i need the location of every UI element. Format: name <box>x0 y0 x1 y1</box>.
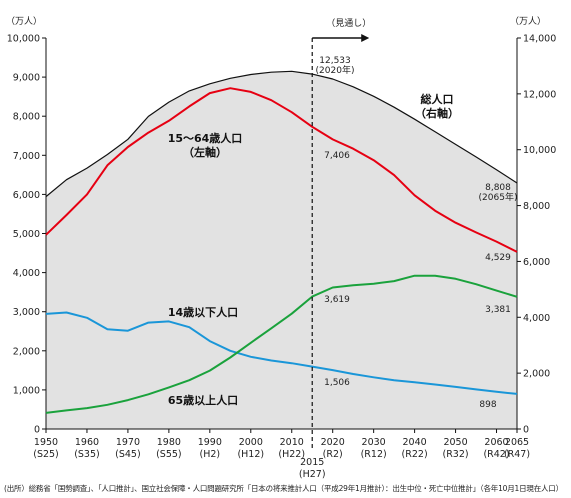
right-tick-label: 2,000 <box>523 369 550 380</box>
x-tick-label: 1960 <box>75 437 99 448</box>
x-tick-era-label: (R32) <box>443 449 469 460</box>
right-tick-label: 12,000 <box>523 89 556 100</box>
data-label: (2065年) <box>479 191 518 203</box>
x-tick-era-label: (H12) <box>237 449 264 460</box>
marker-2015-label: 2015 <box>300 457 324 468</box>
right-tick-label: 0 <box>523 425 529 436</box>
total-population-fill <box>46 71 517 430</box>
data-label: 3,619 <box>324 295 350 305</box>
left-axis-unit: （万人） <box>6 16 42 27</box>
series-name-label: 15～64歳人口 <box>168 131 243 145</box>
x-tick-era-label: (R12) <box>361 449 387 460</box>
x-tick-label: 2020 <box>321 437 345 448</box>
x-tick-era-label: (S35) <box>74 449 100 460</box>
left-tick-label: 7,000 <box>13 151 40 162</box>
data-label: (2020年) <box>316 64 355 76</box>
x-tick-era-label: (R2) <box>323 449 343 460</box>
right-tick-label: 14,000 <box>523 34 556 45</box>
right-tick-label: 10,000 <box>523 145 556 156</box>
series-line <box>45 87 518 253</box>
data-label: 12,533 <box>319 56 351 66</box>
x-tick-label: 1970 <box>116 437 140 448</box>
right-tick-label: 8,000 <box>523 201 550 212</box>
x-tick-era-label: (S55) <box>156 449 182 460</box>
left-tick-label: 5,000 <box>13 229 40 240</box>
left-tick-label: 0 <box>34 425 40 436</box>
data-label: 3,381 <box>485 305 511 315</box>
left-tick-label: 6,000 <box>13 190 40 201</box>
chart-labels: 総人口（右軸）15～64歳人口（左軸）14歳以下人口65歳以上人口12,533(… <box>168 56 518 410</box>
axes: 0 1,000 2,000 3,000 4,000 5,000 6,000 7,000 8,00… <box>6 16 556 460</box>
x-tick-label: 2060 <box>484 437 508 448</box>
data-label: 1,506 <box>324 378 350 388</box>
source-note: (出所）総務省「国勢調査」、「人口推計」、国立社会保障・人口問題研究所「日本の将… <box>4 484 563 493</box>
total-population-area <box>46 71 517 430</box>
right-axis-unit: （万人） <box>510 16 546 27</box>
series-line <box>45 311 518 395</box>
x-tick-era-label: (R42) <box>483 449 509 460</box>
left-tick-label: 1,000 <box>13 385 40 396</box>
left-tick-label: 10,000 <box>7 34 40 45</box>
series-lines <box>45 70 518 414</box>
x-tick-label: 1950 <box>34 437 58 448</box>
marker-2015-era-label: (H27) <box>299 469 326 480</box>
data-label: 4,529 <box>485 253 511 263</box>
projection-label: （見通し） <box>326 18 371 29</box>
right-tick-label: 4,000 <box>523 313 550 324</box>
right-tick-label: 6,000 <box>523 257 550 268</box>
left-tick-label: 8,000 <box>13 112 40 123</box>
data-label: 7,406 <box>324 151 350 161</box>
left-tick-label: 3,000 <box>13 307 40 318</box>
x-tick-label: 1990 <box>198 437 222 448</box>
series-line <box>45 274 518 414</box>
series-name-label: （右軸） <box>415 106 459 120</box>
x-tick-era-label: (H22) <box>278 449 305 460</box>
x-tick-label: 1980 <box>157 437 181 448</box>
series-line <box>45 70 518 198</box>
series-name-label: 総人口 <box>421 92 454 106</box>
x-tick-label: 2030 <box>362 437 386 448</box>
x-tick-label: 2065 <box>505 437 529 448</box>
x-tick-label: 2000 <box>239 437 263 448</box>
series-name-label: 14歳以下人口 <box>168 305 238 319</box>
series-name-label: （左軸） <box>183 145 227 159</box>
x-tick-era-label: (R22) <box>402 449 428 460</box>
left-tick-label: 9,000 <box>13 73 40 84</box>
x-tick-label: 2010 <box>280 437 304 448</box>
x-tick-label: 2040 <box>403 437 427 448</box>
left-tick-label: 4,000 <box>13 268 40 279</box>
x-tick-label: 2050 <box>443 437 467 448</box>
x-tick-era-label: (S25) <box>33 449 59 460</box>
series-name-label: 65歳以上人口 <box>168 393 238 407</box>
x-tick-era-label: (S45) <box>115 449 141 460</box>
projection-marker: （見通し） 2015(H27) <box>299 18 371 480</box>
left-tick-label: 2,000 <box>13 346 40 357</box>
x-tick-era-label: (H2) <box>200 449 221 460</box>
data-label: 8,808 <box>485 183 511 193</box>
x-tick-era-label: (R47) <box>504 449 530 460</box>
data-label: 898 <box>479 400 496 410</box>
